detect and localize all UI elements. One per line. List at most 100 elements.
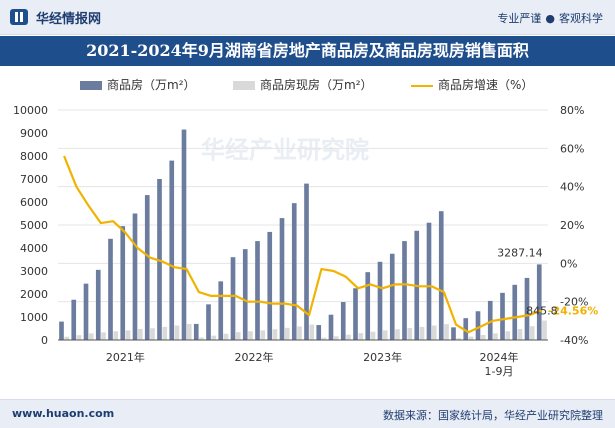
bar-sales	[402, 241, 407, 340]
bar-sales	[169, 161, 174, 340]
top-bar: 华经情报网 专业严谨 ● 客观科学	[0, 0, 615, 35]
legend-item-sales: 商品房（万m²）	[80, 76, 196, 94]
bar-sales	[145, 195, 150, 340]
bar-existing	[224, 334, 229, 340]
year-label: 2024年	[480, 350, 519, 364]
bar-sales	[243, 249, 248, 340]
bar-sales	[439, 211, 444, 340]
bar-sales	[476, 311, 481, 340]
bar-sales	[267, 232, 272, 340]
bar-existing	[346, 335, 351, 340]
right-tick-label: 20%	[560, 219, 584, 232]
bar-sales	[96, 270, 101, 340]
watermark-text: 华经产业研究院	[201, 136, 369, 164]
bar-existing	[481, 335, 486, 340]
bar-sales	[316, 325, 321, 340]
bar-existing	[187, 324, 192, 340]
bar-sales	[353, 288, 358, 340]
bar-existing	[273, 329, 278, 340]
legend-swatch-growth	[411, 85, 433, 87]
bar-existing	[150, 328, 155, 340]
logo-icon	[10, 9, 28, 25]
slogan-dot: ●	[545, 12, 555, 25]
bar-sales	[304, 184, 309, 340]
bar-sales	[500, 293, 505, 340]
bar-existing	[469, 337, 474, 340]
legend-label-existing: 商品房现房（万m²）	[260, 78, 373, 92]
chart-title: 2021-2024年9月湖南省房地产商品房及商品房现房销售面积	[0, 36, 615, 66]
annotation-existing: 845.8	[526, 305, 558, 318]
year-label: 2022年	[235, 350, 274, 364]
bar-sales	[133, 214, 138, 341]
footer-site: www.huaon.com	[12, 407, 114, 420]
bar-existing	[248, 331, 253, 340]
right-tick-label: 40%	[560, 181, 584, 194]
bar-sales	[378, 262, 383, 340]
bar-existing	[505, 331, 510, 340]
bar-existing	[101, 332, 106, 340]
bar-sales	[182, 130, 187, 340]
chart-legend: 商品房（万m²） 商品房现房（万m²） 商品房增速（%）	[0, 76, 615, 94]
slogan-right: 客观科学	[559, 12, 603, 25]
bar-existing	[518, 329, 523, 340]
bar-existing	[383, 330, 388, 340]
left-tick-label: 6000	[20, 196, 48, 209]
bar-existing	[260, 330, 265, 340]
right-tick-label: 80%	[560, 104, 584, 117]
bar-sales	[194, 324, 199, 340]
left-tick-label: 3000	[20, 265, 48, 278]
chart-plot: 华经产业研究院 0 1000 2000 3000 4000 5000 6000 7000 800…	[0, 98, 615, 398]
legend-item-growth: 商品房增速（%）	[411, 76, 533, 94]
bar-existing	[89, 333, 94, 340]
year-label: 2023年	[363, 350, 402, 364]
left-tick-label: 10000	[13, 104, 48, 117]
year-label: 1-9月	[485, 365, 514, 378]
bar-sales	[341, 302, 346, 340]
left-tick-label: 0	[41, 334, 48, 347]
left-tick-label: 9000	[20, 127, 48, 140]
bar-sales	[231, 257, 236, 340]
bar-existing	[432, 326, 437, 340]
bar-sales	[206, 304, 211, 340]
bar-sales	[218, 281, 223, 340]
bar-sales	[365, 272, 370, 340]
year-label: 2021年	[106, 350, 145, 364]
bar-sales	[512, 285, 517, 340]
bar-sales	[120, 226, 125, 340]
bar-existing	[542, 321, 547, 340]
left-tick-label: 1000	[20, 311, 48, 324]
bar-existing	[358, 333, 363, 340]
bar-existing	[211, 336, 216, 340]
slogan-left: 专业严谨	[497, 12, 541, 25]
legend-label-growth: 商品房增速（%）	[438, 78, 533, 92]
left-tick-label: 5000	[20, 219, 48, 232]
bar-sales	[59, 322, 64, 340]
annotation-sales: 3287.14	[497, 246, 543, 259]
bar-sales	[108, 239, 113, 340]
left-tick-label: 7000	[20, 173, 48, 186]
bar-existing	[530, 326, 535, 340]
legend-swatch-sales	[80, 81, 102, 90]
bar-existing	[285, 328, 290, 340]
bar-existing	[493, 333, 498, 340]
left-tick-label: 8000	[20, 150, 48, 163]
brand-name: 华经情报网	[36, 8, 101, 27]
bar-existing	[395, 329, 400, 340]
left-tick-label: 2000	[20, 288, 48, 301]
bar-sales	[71, 300, 76, 340]
footer-source: 数据来源：国家统计局，华经产业研究院整理	[383, 407, 603, 423]
footer: www.huaon.com 数据来源：国家统计局，华经产业研究院整理	[0, 399, 615, 428]
slogan: 专业严谨 ● 客观科学	[497, 10, 603, 26]
bar-sales	[427, 223, 432, 340]
bar-existing	[126, 330, 131, 340]
legend-item-existing: 商品房现房（万m²）	[233, 76, 373, 94]
bar-sales	[329, 315, 334, 340]
legend-label-sales: 商品房（万m²）	[107, 78, 196, 92]
right-tick-label: -40%	[560, 334, 588, 347]
bar-existing	[113, 331, 118, 340]
bar-existing	[236, 332, 241, 340]
bar-existing	[371, 332, 376, 340]
bar-existing	[77, 335, 82, 340]
bar-sales	[390, 254, 395, 340]
bar-sales	[451, 327, 456, 340]
